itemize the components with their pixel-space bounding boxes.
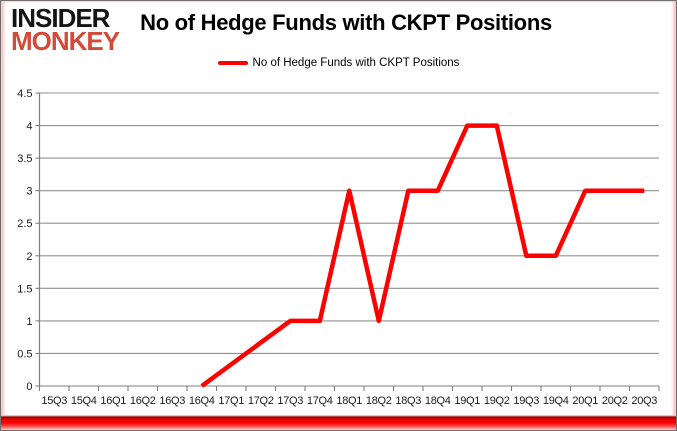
- series-line: [200, 123, 645, 388]
- logo-line-monkey: MONKEY: [11, 25, 120, 56]
- x-tick-label: 15Q4: [71, 395, 97, 407]
- logo-line-insider: INSIDER: [11, 3, 110, 33]
- x-tick-label: 19Q2: [484, 395, 510, 407]
- x-tick-label: 18Q2: [366, 395, 392, 407]
- x-tick-label: 17Q3: [277, 395, 303, 407]
- x-tick-label: 17Q2: [248, 395, 274, 407]
- y-tick-label: 4.5: [17, 88, 32, 100]
- x-axis-ticks: [38, 386, 660, 391]
- y-tick-label: 2: [26, 251, 32, 263]
- x-tick-label: 19Q4: [543, 395, 569, 407]
- y-tick-label: 3: [26, 186, 32, 198]
- y-tick-label: 0.5: [17, 348, 32, 360]
- insider-monkey-logo: INSIDER MONKEY: [11, 3, 120, 56]
- legend-line-swatch: [217, 60, 248, 66]
- y-tick-label: 3.5: [17, 153, 32, 165]
- chart-title: No of Hedge Funds with CKPT Positions: [140, 10, 552, 35]
- y-tick-label: 1.5: [17, 283, 32, 295]
- x-tick-label: 18Q4: [425, 395, 451, 407]
- y-tick-label: 1: [26, 316, 32, 328]
- y-tick-label: 4: [26, 121, 32, 133]
- legend-label: No of Hedge Funds with CKPT Positions: [252, 57, 460, 69]
- y-tick-label: 2.5: [17, 218, 32, 230]
- y-axis-tick-labels: 0 0.5 1 1.5 2 2.5 3 3.5 4 4.5: [17, 88, 32, 393]
- x-axis-tick-labels: 15Q3 15Q4 16Q1 16Q2 16Q3 16Q4 17Q1 17Q2 17Q3 17Q4…: [41, 395, 657, 407]
- x-tick-label: 16Q1: [100, 395, 126, 407]
- gridlines: [35, 92, 659, 387]
- x-tick-label: 20Q3: [631, 395, 657, 407]
- x-tick-label: 20Q2: [602, 395, 628, 407]
- y-tick-label: 0: [26, 381, 32, 393]
- x-tick-label: 18Q1: [336, 395, 362, 407]
- x-tick-label: 16Q2: [130, 395, 156, 407]
- x-tick-label: 19Q3: [513, 395, 539, 407]
- x-tick-label: 15Q3: [41, 395, 67, 407]
- x-tick-label: 19Q1: [454, 395, 480, 407]
- bottom-accent-bar: [1, 415, 676, 430]
- x-tick-label: 17Q4: [307, 395, 333, 407]
- x-tick-label: 17Q1: [218, 395, 244, 407]
- x-tick-label: 20Q1: [572, 395, 598, 407]
- x-tick-label: 16Q3: [159, 395, 185, 407]
- x-tick-label: 16Q4: [189, 395, 215, 407]
- chart-legend: No of Hedge Funds with CKPT Positions: [1, 57, 676, 69]
- x-tick-label: 18Q3: [395, 395, 421, 407]
